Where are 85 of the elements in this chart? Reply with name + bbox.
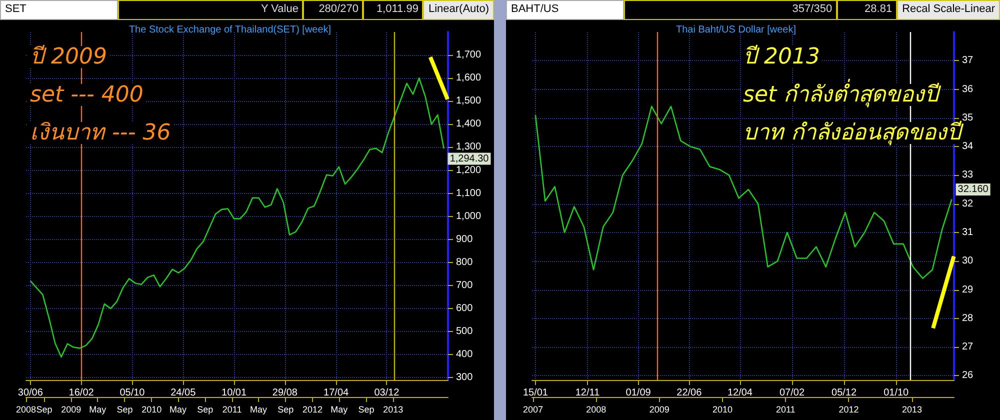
scale-button: Recal Scale-Linear [897, 0, 1000, 20]
y-tick-label: 1,500 [456, 96, 482, 107]
x2-tick-label: 2007 [523, 404, 544, 414]
x-tick-label: 22/06 [676, 388, 702, 398]
y-tick-label: 32 [962, 198, 974, 210]
y-tick-label: 1,700 [456, 50, 482, 61]
y-tick-label: 400 [456, 349, 474, 360]
x2-tick-label: Sep [116, 404, 133, 414]
y-tick-label: 31 [962, 226, 974, 238]
x-tick-label: 24/05 [170, 388, 196, 398]
x2-tick-label: May [89, 404, 107, 414]
x-tick-label: 12/04 [727, 388, 753, 398]
x2-tick-label: 2013 [383, 404, 404, 414]
y-tick-label: 1,000 [456, 210, 482, 222]
value-field: 357/350 [624, 0, 838, 20]
x-tick-label: 17/04 [324, 388, 349, 398]
annotation: set --- 400 [30, 82, 144, 108]
x2-tick-label: Sep [358, 404, 374, 414]
x2-tick-label: 2009 [61, 404, 82, 414]
line-series [30, 77, 444, 358]
x2-tick-label: Sep [36, 404, 52, 414]
x2-tick-label: 2010 [142, 404, 162, 414]
chart-title: The Stock Exchange of Thailand(SET) [week] [128, 24, 332, 36]
x2-tick-label: 2011 [222, 404, 242, 414]
value-field: 28.81 [837, 0, 898, 20]
x-tick-label: 05/10 [120, 388, 146, 398]
y-tick-label: 1,600 [456, 72, 482, 84]
x2-tick-label: 2010 [712, 404, 733, 414]
value-field: 280/270 [303, 0, 364, 20]
y-tick-label: 34 [962, 141, 974, 152]
x-tick-label: 29/08 [272, 388, 298, 398]
y-tick-label: 30 [962, 256, 974, 267]
y-tick-label: 28 [962, 312, 974, 324]
value-field: 1,011.99 [363, 0, 424, 20]
y-tick-label: 1,100 [456, 188, 482, 199]
x2-tick-label: 2008 [16, 404, 36, 414]
y-tick-label: 900 [456, 234, 474, 245]
y-tick-label: 300 [456, 372, 474, 384]
x2-tick-label: 2009 [649, 404, 670, 414]
x-tick-label: 07/02 [779, 388, 805, 398]
chart-title: Thai Baht/US Dollar [week] [676, 24, 796, 36]
symbol-dropdown: SET [0, 0, 118, 20]
annotation: บาท กำลังอ่อนสุดของปี [743, 120, 964, 146]
x2-tick-label: May [330, 404, 348, 414]
x2-tick-label: 2013 [902, 404, 922, 414]
x2-tick-label: 2008 [586, 404, 606, 414]
data-label: 32.160 [958, 184, 989, 196]
annotation: ปี 2013 [743, 44, 820, 70]
x2-tick-label: 2012 [838, 404, 859, 414]
annotation: เงินบาท --- 36 [30, 120, 171, 146]
x-tick-label: 03/12 [374, 388, 400, 398]
y-tick-label: 800 [456, 256, 474, 268]
scale-button: Linear(Auto) [423, 0, 494, 20]
x2-tick-label: 2011 [776, 404, 796, 414]
x2-tick-label: May [170, 404, 188, 414]
x-tick-label: 01/09 [626, 388, 652, 398]
y-tick-label: 600 [456, 303, 474, 314]
x2-tick-label: Sep [278, 404, 294, 414]
y-tick-label: 1,300 [456, 142, 482, 153]
x-tick-label: 05/12 [832, 388, 857, 398]
x2-tick-label: May [250, 404, 268, 414]
x2-tick-label: Sep [197, 404, 214, 414]
x-tick-label: 01/10 [884, 388, 910, 398]
x-tick-label: 15/01 [522, 388, 548, 398]
y-tick-label: 500 [456, 326, 474, 338]
y-tick-label: 1,400 [456, 118, 482, 130]
value-field: Y Value [118, 0, 304, 20]
y-tick-label: 36 [962, 84, 974, 95]
y-tick-label: 35 [962, 112, 974, 124]
annotation: set กำลังต่ำสุดของปี [743, 78, 942, 108]
x-tick-label: 12/11 [575, 388, 600, 398]
annotation: ปี 2009 [30, 44, 107, 70]
y-tick-label: 29 [962, 284, 974, 296]
x-tick-label: 10/01 [222, 388, 247, 398]
y-tick-label: 700 [456, 280, 474, 292]
y-tick-label: 27 [962, 342, 974, 353]
symbol-dropdown: BAHT/US [506, 0, 624, 20]
y-tick-label: 26 [962, 370, 974, 382]
data-label: 1,294.30 [450, 153, 490, 164]
y-tick-label: 1,200 [456, 164, 482, 176]
y-tick-label: 37 [962, 55, 974, 66]
x-tick-label: 16/02 [68, 388, 94, 398]
y-tick-label: 33 [962, 170, 974, 181]
x-tick-label: 30/06 [18, 388, 44, 398]
x2-tick-label: 2012 [302, 404, 322, 414]
